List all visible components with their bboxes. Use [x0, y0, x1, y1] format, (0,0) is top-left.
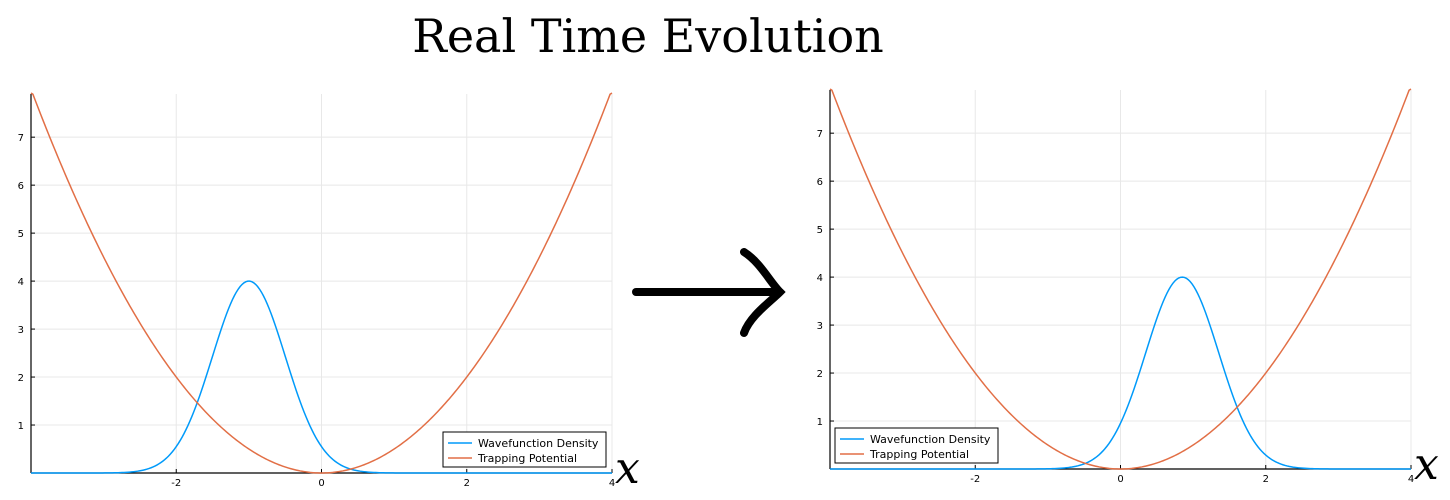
y-tick-label: 2: [817, 369, 823, 380]
figure-title: Real Time Evolution: [412, 9, 884, 63]
x-tick-label: -2: [970, 474, 980, 485]
y-tick-label: 5: [817, 225, 823, 236]
y-tick-label: 3: [18, 325, 24, 336]
legend: Wavefunction Density Trapping Potential: [834, 427, 999, 464]
legend-label: Trapping Potential: [869, 448, 969, 461]
x-tick-label: 4: [1408, 474, 1414, 485]
y-tick-label: 1: [817, 417, 823, 428]
x-tick-label: 2: [464, 478, 470, 489]
plot-panel-1: -2 0 2 4 1 2 3 4 5 6 7 x Wavefunction Density Trappin…: [18, 92, 640, 494]
y-tick-label: 4: [18, 277, 24, 288]
y-tick-label: 6: [18, 181, 24, 192]
x-axis-label: x: [615, 443, 640, 494]
legend-box: [442, 431, 607, 468]
grid: [830, 90, 1412, 469]
x-tick-label: -2: [171, 478, 181, 489]
y-tick-label: 1: [18, 421, 24, 432]
legend: Wavefunction Density Trapping Potential: [442, 431, 607, 468]
x-tick-label: 2: [1263, 474, 1269, 485]
x-axis-label: x: [1414, 439, 1439, 490]
grid: [31, 94, 613, 473]
wavefunction-density-line: [31, 280, 612, 474]
trapping-potential-line: [829, 88, 1412, 470]
x-tick-label: 0: [1117, 474, 1123, 485]
legend-box: [834, 427, 999, 464]
trapping-potential-line: [30, 92, 613, 474]
y-tick-label: 2: [18, 373, 24, 384]
wavefunction-density-line: [830, 276, 1411, 470]
x-tick-label: 4: [609, 478, 615, 489]
y-tick-label: 3: [817, 321, 823, 332]
legend-label: Wavefunction Density: [870, 433, 991, 446]
legend-label: Trapping Potential: [477, 452, 577, 465]
x-tick-label: 0: [318, 478, 324, 489]
legend-label: Wavefunction Density: [478, 437, 599, 450]
y-tick-label: 4: [817, 273, 823, 284]
y-tick-label: 7: [817, 129, 823, 140]
y-tick-label: 7: [18, 133, 24, 144]
y-tick-label: 5: [18, 229, 24, 240]
y-tick-label: 6: [817, 177, 823, 188]
right-arrow-icon: [632, 248, 786, 337]
plot-panel-2: -2 0 2 4 1 2 3 4 5 6 7 x Wavefunction Density Trappin…: [817, 88, 1439, 490]
